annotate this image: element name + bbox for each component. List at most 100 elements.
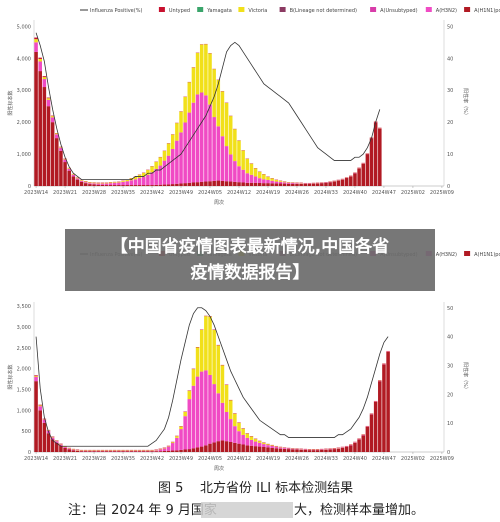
- bar-a_h3n2: [166, 446, 171, 451]
- bar-a_h1n1: [340, 179, 345, 186]
- bar-a_h1n1: [332, 181, 337, 186]
- bar-a_h3n2: [249, 439, 254, 446]
- bar-a_h1n1: [187, 182, 192, 186]
- bar-a_h3n2: [295, 183, 299, 184]
- bar-a_h3n2: [162, 160, 167, 185]
- bar-a_h3n2: [63, 447, 67, 448]
- bar-a_h3n2: [286, 182, 291, 184]
- bar-victoria: [195, 347, 200, 377]
- bar-a_h3n2: [266, 179, 270, 184]
- bar-a_h1n1: [104, 185, 109, 186]
- bar-a_h1n1: [166, 450, 171, 452]
- bar-victoria: [104, 182, 109, 184]
- bar-a_h1n1: [361, 163, 366, 186]
- x-tick-label: 2023W28: [82, 456, 106, 462]
- bar-a_h3n2: [96, 183, 100, 185]
- bar-victoria: [212, 329, 216, 385]
- bar-a_h1n1: [224, 181, 229, 186]
- bar-victoria: [141, 172, 146, 177]
- bar-a_h3n2: [50, 117, 55, 123]
- bar-a_h3n2: [291, 182, 295, 184]
- bar-victoria: [228, 400, 233, 420]
- y-axis-label: 阳性标本数: [7, 364, 14, 389]
- y-tick-label: 0: [28, 450, 31, 456]
- bar-a_h1n1: [315, 450, 320, 452]
- legend-label: A(H1N1)pdm09: [474, 8, 500, 14]
- bar-a_h1n1: [162, 450, 167, 452]
- y2-tick-label: 40: [447, 56, 453, 62]
- bar-a_h1n1: [253, 446, 258, 452]
- x-axis-label: 周次: [214, 199, 224, 206]
- bottom-chart: Influenza Positive(%)UntypedYamagataVict…: [7, 251, 500, 472]
- bar-a_h1n1: [175, 183, 179, 186]
- bar-victoria: [241, 428, 245, 435]
- bar-a_h1n1: [63, 447, 67, 452]
- bar-a_h1n1: [344, 178, 349, 186]
- bar-victoria: [34, 376, 38, 377]
- bar-a_h3n2: [38, 61, 42, 72]
- bar-a_h3n2: [224, 412, 229, 442]
- bar-victoria: [245, 433, 250, 438]
- bar-a_h1n1: [286, 183, 291, 186]
- bar-a_h1n1: [257, 446, 262, 452]
- bar-a_h3n2: [67, 168, 71, 171]
- bar-a_h1n1: [50, 439, 55, 452]
- bar-a_h1n1: [170, 184, 175, 186]
- bar-a_h3n2: [187, 112, 192, 183]
- bar-a_h1n1: [357, 439, 361, 452]
- bar-a_h1n1: [129, 185, 134, 186]
- bar-victoria: [224, 384, 229, 412]
- bar-a_h3n2: [187, 399, 192, 450]
- bar-a_h3n2: [67, 448, 71, 450]
- bar-a_h1n1: [311, 450, 316, 452]
- positive-rate-line: [35, 32, 381, 181]
- y-tick-label: 500: [21, 429, 31, 435]
- bar-victoria: [208, 316, 212, 375]
- bar-a_h3n2: [262, 444, 266, 447]
- y2-axis-label: 阳性率（%）: [462, 88, 469, 118]
- bar-a_h1n1: [270, 447, 274, 452]
- bar-a_h1n1: [307, 183, 312, 186]
- bar-a_h1n1: [349, 445, 353, 452]
- bar-a_h3n2: [274, 446, 279, 449]
- bar-a_h1n1: [71, 176, 76, 186]
- bar-a_h1n1: [295, 449, 299, 452]
- bar-a_h1n1: [286, 449, 291, 452]
- bar-victoria: [191, 369, 196, 386]
- bar-victoria: [262, 174, 266, 180]
- bar-a_h1n1: [141, 451, 146, 452]
- bar-a_h3n2: [191, 102, 196, 183]
- bar-victoria: [208, 53, 212, 105]
- bar-victoria: [220, 365, 225, 403]
- bar-a_h3n2: [282, 182, 287, 184]
- bar-victoria: [199, 44, 204, 93]
- bar-a_h1n1: [361, 435, 366, 452]
- bar-a_h3n2: [42, 419, 47, 423]
- legend-label: Yamagata: [206, 8, 232, 14]
- bar-a_h3n2: [179, 132, 183, 184]
- y2-tick-label: 50: [447, 306, 453, 312]
- bar-victoria: [241, 150, 245, 170]
- bar-a_h1n1: [357, 168, 361, 186]
- x-tick-label: 2024W26: [285, 190, 309, 196]
- bar-a_h1n1: [179, 449, 183, 452]
- legend-swatch: [425, 7, 432, 12]
- bar-a_h3n2: [46, 99, 51, 107]
- bar-a_h1n1: [274, 448, 279, 452]
- bar-victoria: [100, 182, 105, 184]
- bar-a_h1n1: [353, 173, 357, 186]
- bar-victoria: [199, 329, 204, 372]
- x-tick-label: 2024W33: [314, 456, 338, 462]
- note-redaction-blur: [201, 502, 293, 518]
- bar-a_h3n2: [204, 370, 208, 446]
- bar-a_h1n1: [303, 183, 308, 186]
- bar-a_h3n2: [228, 154, 233, 182]
- bar-victoria: [270, 178, 274, 181]
- bar-a_h1n1: [199, 446, 204, 452]
- bar-a_h3n2: [154, 450, 158, 452]
- bar-a_h1n1: [137, 185, 142, 186]
- bar-a_h3n2: [158, 449, 163, 452]
- bar-a_h3n2: [50, 437, 55, 440]
- bar-a_h3n2: [253, 176, 258, 183]
- bar-a_h3n2: [150, 172, 154, 186]
